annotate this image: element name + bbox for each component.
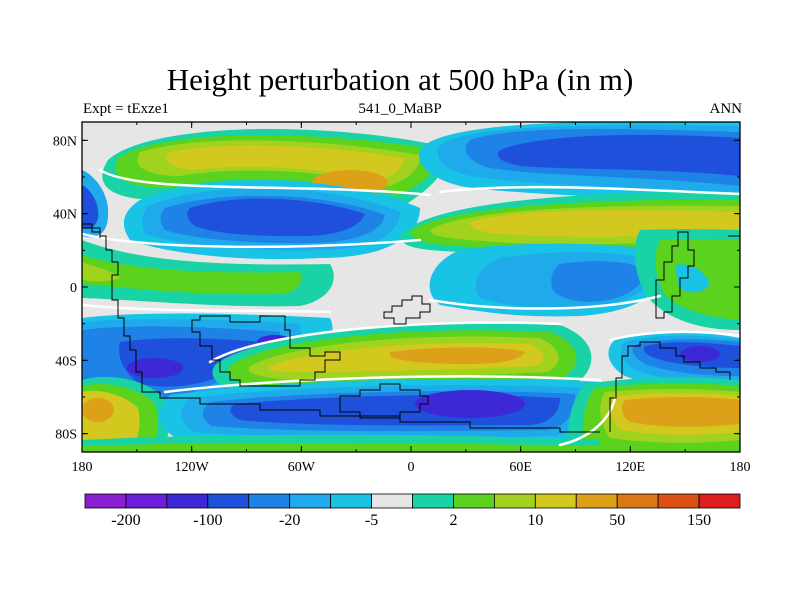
subtitle-center: 541_0_MaBP xyxy=(358,101,442,117)
northern-high-north-pacific xyxy=(102,128,451,208)
new-guinea-outline xyxy=(655,231,695,319)
southern-low-southern-ocean xyxy=(159,378,601,448)
tropical-low-indian-ocean xyxy=(429,243,670,317)
x-tick-label: 180 xyxy=(730,460,751,475)
land-outlines xyxy=(82,223,740,433)
africa-outline xyxy=(191,315,341,387)
southern-high-south-atlantic xyxy=(212,323,592,396)
y-tick-label: 40S xyxy=(55,354,77,369)
contour-field xyxy=(82,122,740,452)
colorbar-box xyxy=(412,493,454,509)
colorbar-box xyxy=(453,493,495,509)
colorbar-label: -100 xyxy=(193,512,222,529)
y-tick-label: 80N xyxy=(53,134,77,149)
colorbar-box xyxy=(698,493,741,509)
southern-high-southwest xyxy=(82,376,170,452)
colorbar-box xyxy=(616,493,659,509)
colorbar-box xyxy=(371,493,413,509)
colorbar-box xyxy=(125,493,168,509)
colorbar-box xyxy=(534,493,577,509)
colorbar-box xyxy=(575,493,618,509)
colorbar-label: -20 xyxy=(279,512,300,529)
colorbar-box xyxy=(207,493,250,509)
axis-ticks: 180 120W 60W 0 60E 120E 180 80N 40N 0 40S 80S xyxy=(53,122,751,475)
colorbar-box xyxy=(248,493,291,509)
colorbar-label: 10 xyxy=(527,512,543,529)
x-tick-label: 120W xyxy=(175,460,210,475)
colorbar-label: 50 xyxy=(609,512,625,529)
zero-contour-highlights xyxy=(82,168,740,447)
northern-low-eurasia xyxy=(419,122,740,206)
x-tick-label: 0 xyxy=(408,460,415,475)
y-tick-label: 80S xyxy=(55,428,77,443)
subtitle-right: ANN xyxy=(709,101,743,117)
north-america-outline xyxy=(82,223,101,238)
madagascar-outline xyxy=(383,295,431,325)
colorbar-box xyxy=(657,493,700,509)
colorbar-box xyxy=(166,493,209,509)
colorbar: -200 -100 -20 -5 2 10 50 150 xyxy=(84,493,741,529)
colorbar-box xyxy=(289,493,332,509)
x-tick-label: 60W xyxy=(288,460,316,475)
x-tick-label: 60E xyxy=(509,460,532,475)
southern-high-australia xyxy=(568,377,740,452)
southern-low-south-pacific xyxy=(82,313,333,419)
colorbar-box xyxy=(330,493,372,509)
colorbar-label: -5 xyxy=(365,512,378,529)
x-tick-label: 180 xyxy=(72,460,93,475)
colorbar-label: -200 xyxy=(111,512,140,529)
colorbar-label: 150 xyxy=(687,512,711,529)
tropical-green-bands xyxy=(82,240,334,307)
y-tick-label: 0 xyxy=(70,281,77,296)
chart-title: Height perturbation at 500 hPa (in m) xyxy=(166,62,634,97)
northern-low-north-america xyxy=(123,180,420,260)
x-tick-label: 120E xyxy=(616,460,646,475)
colorbar-label: 2 xyxy=(449,512,457,529)
colorbar-box xyxy=(493,493,536,509)
tropical-east-green xyxy=(634,229,740,330)
y-tick-label: 40N xyxy=(53,208,77,223)
antarctica-outline xyxy=(339,383,429,419)
northern-low-west-edge xyxy=(82,170,109,238)
subtitle-left: Expt = tExze1 xyxy=(83,101,169,117)
australia-outline xyxy=(609,341,731,432)
southern-low-australia xyxy=(608,332,740,392)
colorbar-box xyxy=(84,493,127,509)
southern-ocean-band xyxy=(82,434,600,452)
